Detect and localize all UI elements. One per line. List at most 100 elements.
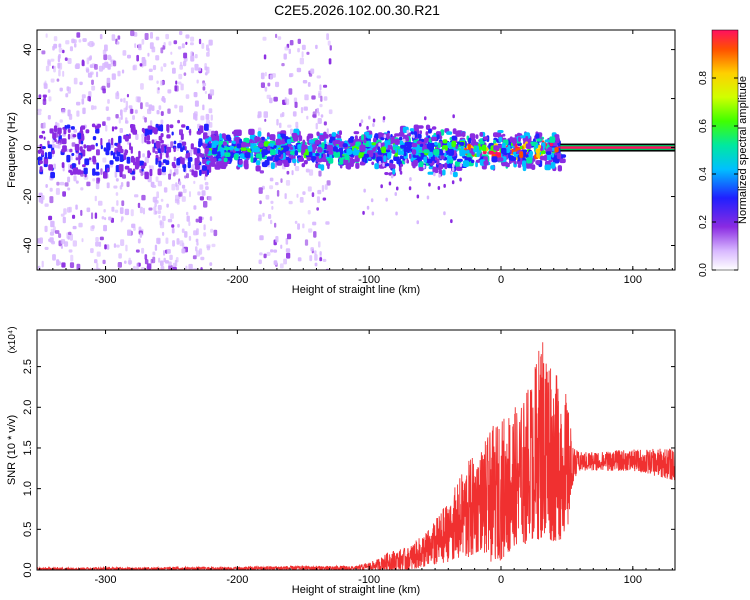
spectrogram-blob [263,253,267,259]
spectrogram-blob [179,64,183,70]
spectrogram-blob [203,132,208,140]
spectrogram-blob [364,157,368,164]
spectrogram-blob [95,241,100,247]
spectrogram-blob [78,39,82,43]
spectrogram-blob [121,200,125,207]
spectrogram-blob [144,33,149,40]
spectrogram-blob [275,33,278,39]
spectrogram-blob [41,150,44,156]
colorbar: 0.0 0.2 0.4 0.6 0.8 Normalized spectral ampl… [698,29,749,277]
spectrogram-blob [47,151,52,160]
spectrogram-blob [459,141,465,146]
spectrogram-blob [133,32,138,37]
spectrogram-blob [303,106,308,111]
spectrogram-blob [397,149,401,156]
spectrogram-blob [55,188,60,195]
colorbar-tick-label: 0.4 [698,167,709,181]
spectrogram-blob [386,132,390,140]
spectrogram-blob [157,205,162,211]
spectrogram-blob [49,231,55,236]
spectrogram-blob [203,224,206,231]
spectrogram-blob [163,187,168,193]
spectrogram-blob [41,50,46,55]
spectrogram-blob [355,162,360,169]
spectrogram-blob [138,150,141,159]
spectrogram-blob [363,139,367,144]
spectrogram-blob [220,148,225,156]
spectrogram-blob [67,133,71,140]
spectrogram-blob [114,209,119,213]
spectrogram-blob [91,42,95,46]
spectrogram-blob [94,125,98,130]
spectrogram-band [204,114,567,225]
spectrogram-blob [75,180,79,184]
spectrogram-blob [183,166,186,172]
spectrogram-blob [67,128,71,133]
spectrogram-blob [150,258,153,264]
spectrogram-blob [161,166,166,173]
spectrogram-blob [181,124,186,128]
spectrogram-blob [116,41,120,45]
spectrogram-blob [438,149,445,156]
spectrogram-blob [74,43,77,48]
spectrogram-blob [160,111,164,116]
spectrogram-blob [62,191,66,197]
spectrogram-blob [223,157,228,163]
spectrogram-blob [364,131,370,136]
spectrogram-blob [121,69,125,74]
spectrogram-blob [126,93,129,98]
spectrogram-blob [213,229,218,237]
spectrogram-blob [202,82,207,87]
spectrogram-blob [273,96,278,102]
spectrogram-blob [195,161,198,170]
spectrogram-blob [140,83,144,90]
spectrogram-blob [289,151,296,155]
spectrogram-blob [146,263,152,270]
spectrogram-blob [423,164,426,169]
spectrogram-blob [73,129,77,133]
spectrogram-blob [50,58,55,62]
spectrogram-blob [538,144,541,149]
spectrogram-blob [74,64,79,69]
spectrogram-blob [66,86,70,92]
spectrogram-blob [306,156,312,160]
spectrogram-blob [123,107,127,113]
spectrogram-blob [130,108,134,114]
spectrogram-blob [274,156,279,162]
spectrogram-blob [545,151,552,155]
spectrogram-blob [123,152,127,160]
spectrogram-blob [95,183,100,190]
spectrogram-blob [497,157,504,162]
spectrogram-blob [299,197,304,203]
spectrogram-blob [210,161,216,167]
spectrogram-blob [72,214,76,219]
spectrogram-blob [269,97,273,104]
spectrogram-blob [218,160,224,167]
spectrogram-blob [239,153,245,159]
spectrogram-blob [451,167,455,172]
spectrogram-blob [199,169,202,176]
spectrogram-blob [323,84,328,88]
spectrogram-blob [140,165,146,169]
spectrogram-blob [130,146,133,154]
spectrogram-blob [307,82,311,87]
spectrogram-blob [190,143,194,150]
spectrogram-blob [270,200,274,204]
spectrogram-blob [360,119,364,124]
spectrogram-blob [47,60,51,67]
spectrogram-blob [91,212,94,220]
spectrogram-blob [382,116,386,121]
spectrogram-blob [316,107,319,114]
spectrogram-blob [210,228,214,233]
spectrogram-blob [475,159,481,163]
spectrogram-blob [348,137,354,143]
spectrogram-blob [388,162,393,169]
spectrogram-blob [90,144,95,150]
spectrogram-blob [363,153,369,158]
spectrogram-blob [106,244,110,250]
spectrogram-blob [475,134,479,139]
spectrogram-blob [120,98,123,103]
spectrogram-blob [301,44,306,50]
spectrogram-blob [111,34,116,41]
